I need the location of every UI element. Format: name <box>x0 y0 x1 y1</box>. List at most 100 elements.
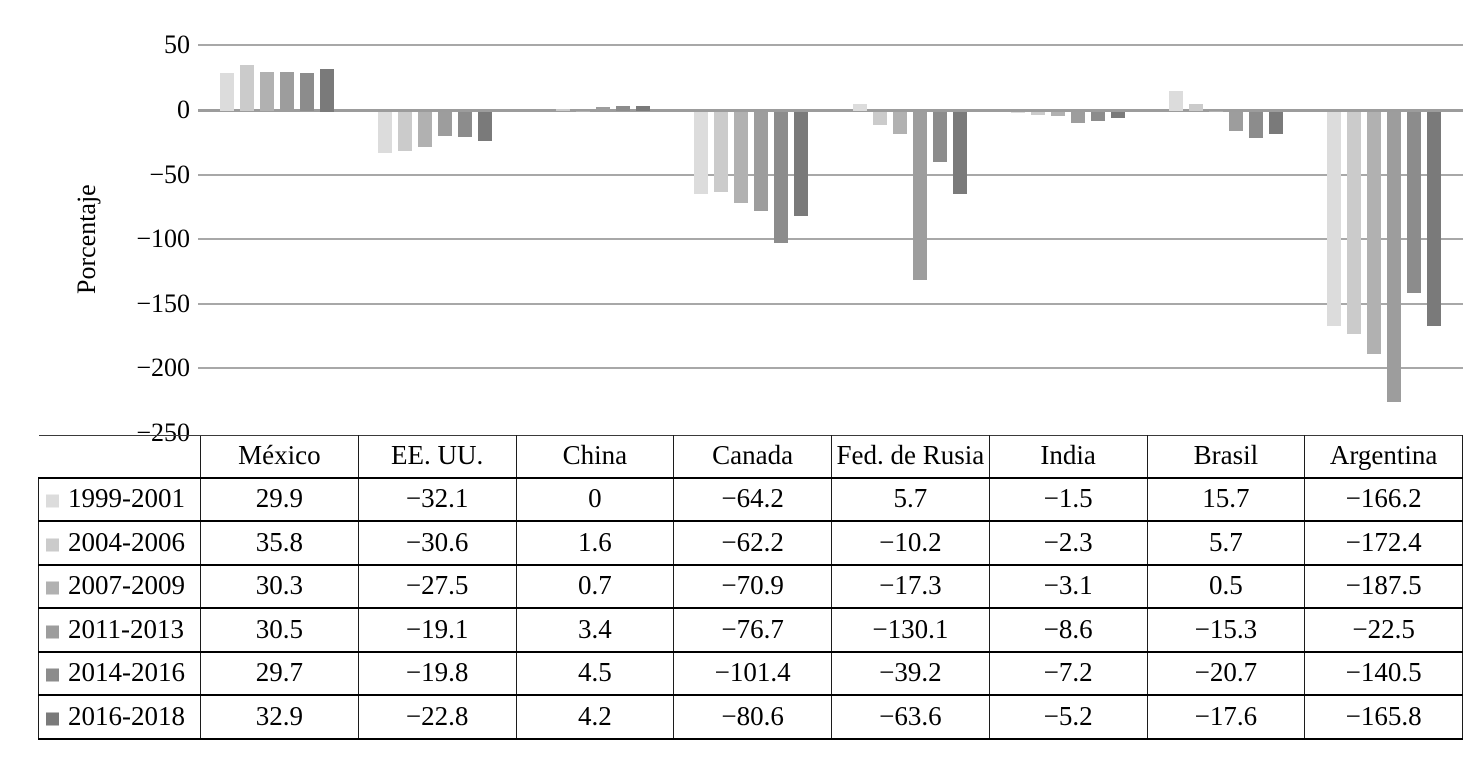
table-cell: 0.5 <box>1146 563 1306 609</box>
bar-argentina-2014-2016 <box>1406 111 1421 293</box>
table-cell: 30.3 <box>200 563 359 609</box>
table-cell: −62.2 <box>673 520 832 566</box>
legend-row-label: 1999-2001 <box>38 476 201 522</box>
table-cell: −19.8 <box>357 650 517 696</box>
table-cell: 15.7 <box>1146 476 1306 522</box>
legend-row-label: 2014-2016 <box>38 650 201 696</box>
y-axis-tick-label: 50 <box>164 30 190 60</box>
table-cell: 5.7 <box>1146 520 1306 566</box>
bar-ee-uu--2011-2013 <box>438 111 453 137</box>
table-cell: 29.7 <box>200 650 359 696</box>
table-cell: −172.4 <box>1304 520 1463 566</box>
bar-canada-2004-2006 <box>714 111 729 192</box>
bar-m-xico-2011-2013 <box>280 72 295 112</box>
bar-brasil-2004-2006 <box>1188 104 1203 112</box>
table-cell: 30.5 <box>200 607 359 653</box>
bar-ee-uu--2014-2016 <box>458 111 473 138</box>
table-cell: −64.2 <box>673 476 832 522</box>
column-header-canada: Canada <box>673 435 832 479</box>
table-row: 2004-2006 35.8 −30.6 1.6 −62.2 −10.2 −2.3 5.7 −1… <box>38 520 1463 566</box>
table-cell: 32.9 <box>200 694 359 740</box>
bar-india-1999-2001 <box>1010 111 1025 114</box>
data-table: México EE. UU. China Canada Fed. de Rusia Ind… <box>38 435 1463 740</box>
table-cell: −166.2 <box>1304 476 1463 522</box>
table-cell: −32.1 <box>357 476 517 522</box>
legend-swatch <box>46 668 59 682</box>
bar-india-2016-2018 <box>1110 111 1125 119</box>
bar-fed-de-rusia-2004-2006 <box>872 111 887 125</box>
bar-india-2007-2009 <box>1050 111 1065 116</box>
bar-india-2011-2013 <box>1070 111 1085 123</box>
bar-canada-2011-2013 <box>754 111 769 211</box>
table-cell: −70.9 <box>673 563 832 609</box>
bar-india-2014-2016 <box>1090 111 1105 121</box>
table-cell: −130.1 <box>831 607 990 653</box>
bar-fed-de-rusia-2016-2018 <box>952 111 967 194</box>
table-cell: −22.5 <box>1304 607 1463 653</box>
table-cell: −2.3 <box>988 520 1148 566</box>
bar-brasil-2011-2013 <box>1228 111 1243 132</box>
bar-m-xico-2007-2009 <box>260 72 275 112</box>
table-cell: −76.7 <box>673 607 832 653</box>
y-axis-tick-label: −50 <box>149 159 190 189</box>
bar-brasil-1999-2001 <box>1168 91 1183 112</box>
table-cell: −7.2 <box>988 650 1148 696</box>
legend-row-label: 2004-2006 <box>38 520 201 566</box>
table-cell: −17.3 <box>831 563 990 609</box>
gridline <box>198 238 1463 241</box>
bar-brasil-2016-2018 <box>1268 111 1283 135</box>
bar-m-xico-2004-2006 <box>240 65 255 112</box>
bar-fed-de-rusia-1999-2001 <box>852 104 867 112</box>
table-cell: −3.1 <box>988 563 1148 609</box>
bar-ee-uu--1999-2001 <box>378 111 393 153</box>
bar-ee-uu--2004-2006 <box>398 111 413 151</box>
table-cell: −27.5 <box>357 563 517 609</box>
table-cell: −20.7 <box>1146 650 1306 696</box>
table-cell: −187.5 <box>1304 563 1463 609</box>
bar-china-2011-2013 <box>596 107 611 112</box>
table-cell: −165.8 <box>1304 694 1463 740</box>
table-cell: −63.6 <box>831 694 990 740</box>
legend-row-label: 2011-2013 <box>38 607 201 653</box>
legend-row-label: 2007-2009 <box>38 563 201 609</box>
bar-china-2007-2009 <box>576 110 591 112</box>
y-axis-tick-label: −150 <box>136 288 190 318</box>
table-cell: 4.2 <box>515 694 675 740</box>
bar-argentina-2016-2018 <box>1426 111 1441 326</box>
table-cell: 0.7 <box>515 563 675 609</box>
y-axis-tick-label: 0 <box>177 95 190 124</box>
column-header-argentina: Argentina <box>1304 435 1463 479</box>
table-row: 2011-2013 30.5 −19.1 3.4 −76.7 −130.1 −8.6 −15.… <box>38 607 1463 653</box>
table-cell: 1.6 <box>515 520 675 566</box>
bar-fed-de-rusia-2007-2009 <box>892 111 907 134</box>
table-cell: −19.1 <box>357 607 517 653</box>
table-row: 2016-2018 32.9 −22.8 4.2 −80.6 −63.6 −5.2 −17.6… <box>38 694 1463 740</box>
legend-swatch <box>46 712 59 726</box>
bar-m-xico-2014-2016 <box>300 73 315 112</box>
bar-brasil-2007-2009 <box>1208 110 1223 112</box>
bar-india-2004-2006 <box>1030 111 1045 115</box>
gridline <box>198 367 1463 370</box>
legend-swatch <box>46 625 59 639</box>
column-header-brasil: Brasil <box>1146 435 1306 479</box>
y-axis-tick-label: −200 <box>136 353 190 383</box>
table-corner-empty-cell <box>38 435 201 478</box>
bar-china-2016-2018 <box>636 106 651 112</box>
y-axis-tick-label: −100 <box>136 224 190 254</box>
bar-argentina-2007-2009 <box>1366 111 1381 354</box>
gridline <box>198 44 1463 47</box>
table-cell: 3.4 <box>515 607 675 653</box>
bar-argentina-2011-2013 <box>1386 111 1401 403</box>
bar-ee-uu--2016-2018 <box>478 111 493 141</box>
table-cell: −101.4 <box>673 650 832 696</box>
bar-china-2004-2006 <box>556 109 571 112</box>
table-cell: 29.9 <box>200 476 359 522</box>
column-header-ee-uu-: EE. UU. <box>357 435 517 479</box>
table-cell: 35.8 <box>200 520 359 566</box>
bar-fed-de-rusia-2011-2013 <box>912 111 927 280</box>
table-cell: −80.6 <box>673 694 832 740</box>
table-cell: −10.2 <box>831 520 990 566</box>
bar-brasil-2014-2016 <box>1248 111 1263 139</box>
bar-fed-de-rusia-2014-2016 <box>932 111 947 163</box>
